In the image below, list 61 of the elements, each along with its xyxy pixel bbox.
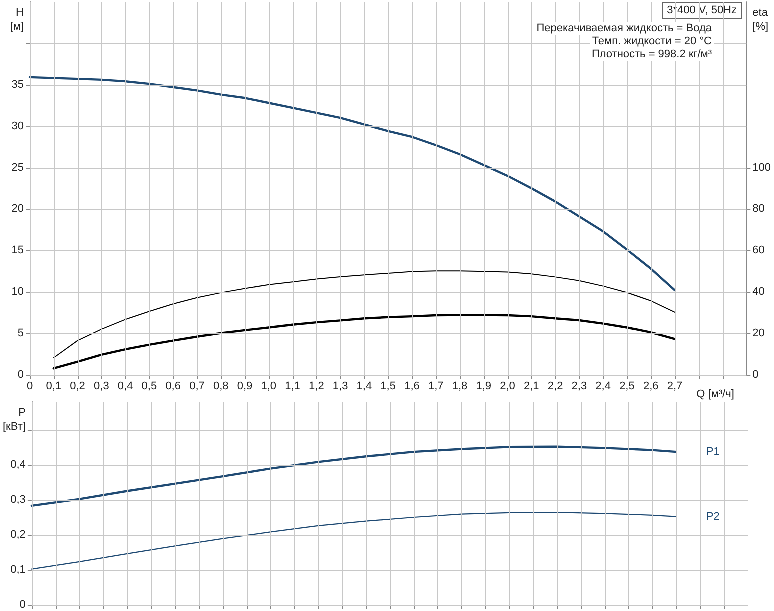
y-tick-label: 0	[20, 599, 26, 611]
x-tick-label: 0,5	[142, 380, 158, 392]
x-tick-label: 0,1	[46, 380, 62, 392]
y2-tick-label: 0	[752, 369, 759, 381]
text: P1	[706, 446, 720, 458]
x-axis-title: Q [м³/ч]	[696, 388, 734, 400]
x-tick-label: 1,6	[404, 380, 420, 392]
x-tick-label: 1,4	[356, 380, 372, 392]
y-tick-label: 25	[12, 162, 24, 174]
x-tick-label: 1,3	[332, 380, 348, 392]
y-tick-label: 30	[12, 120, 24, 132]
x-tick-label: 0	[26, 380, 34, 392]
line-series	[31, 512, 677, 570]
y-tick-label: 0,4	[10, 459, 26, 471]
x-tick-label: 0,2	[70, 380, 86, 392]
x-tick-label: 1,7	[428, 380, 444, 392]
x-tick-label: 0,3	[94, 380, 110, 392]
x-tick-label: 1,0	[261, 380, 277, 392]
x-tick-label: 2,7	[667, 380, 683, 392]
y-tick-label: 0,3	[10, 494, 26, 506]
y-tick-label: 15	[12, 244, 24, 257]
x-tick-label: 2,4	[596, 380, 611, 392]
y2-tick-label: 100	[752, 162, 772, 174]
y2-tick-label: 60	[752, 244, 765, 257]
annotation: Перекачиваемая жидкость = Вода	[536, 22, 713, 34]
y2-tick-label: 40	[752, 286, 765, 298]
text: P2	[706, 510, 720, 523]
x-tick-label: 1,9	[476, 380, 492, 392]
x-tick-label: 1,8	[452, 380, 468, 392]
x-tick-label: 1,1	[285, 380, 300, 392]
y-axis-title: H [м]	[10, 7, 24, 33]
y2-tick-label: 80	[752, 203, 765, 216]
line-series	[28, 76, 676, 292]
x-tick-label: 1,5	[380, 380, 396, 392]
line-series	[53, 270, 676, 359]
annotation: Плотность = 998.2 кг/м³	[592, 48, 712, 60]
x-tick-label: 0,4	[118, 380, 134, 392]
y2-tick-label: 20	[752, 328, 765, 340]
y2-axis-title: eta [%]	[752, 7, 769, 33]
annotation: Темп. жидкости = 20 °C	[592, 36, 712, 48]
y-tick-label: 0	[18, 369, 24, 381]
x-tick-label: 0,8	[213, 380, 229, 392]
y-tick-label: 20	[12, 203, 24, 216]
x-tick-label: 1,2	[309, 380, 324, 392]
y-axis-title: P [кВт]	[2, 407, 26, 433]
y-tick-label: 0,1	[10, 564, 26, 576]
x-tick-label: 2,5	[620, 380, 635, 392]
x-tick-label: 2,0	[500, 380, 516, 392]
x-tick-label: 2,3	[572, 380, 588, 392]
x-tick-label: 2,1	[524, 380, 540, 392]
x-tick-label: 2,2	[548, 380, 564, 392]
x-tick-label: 0,7	[190, 380, 205, 392]
y-tick-label: 35	[12, 78, 24, 91]
x-tick-label: 0,9	[237, 380, 253, 392]
y-tick-label: 5	[18, 328, 24, 340]
line-series	[30, 446, 678, 508]
y-tick-label: 10	[12, 286, 24, 298]
y-tick-label: 0,2	[10, 529, 26, 541]
x-tick-label: 0,6	[166, 380, 181, 392]
line-series	[52, 314, 676, 370]
x-tick-label: 2,6	[643, 380, 659, 392]
